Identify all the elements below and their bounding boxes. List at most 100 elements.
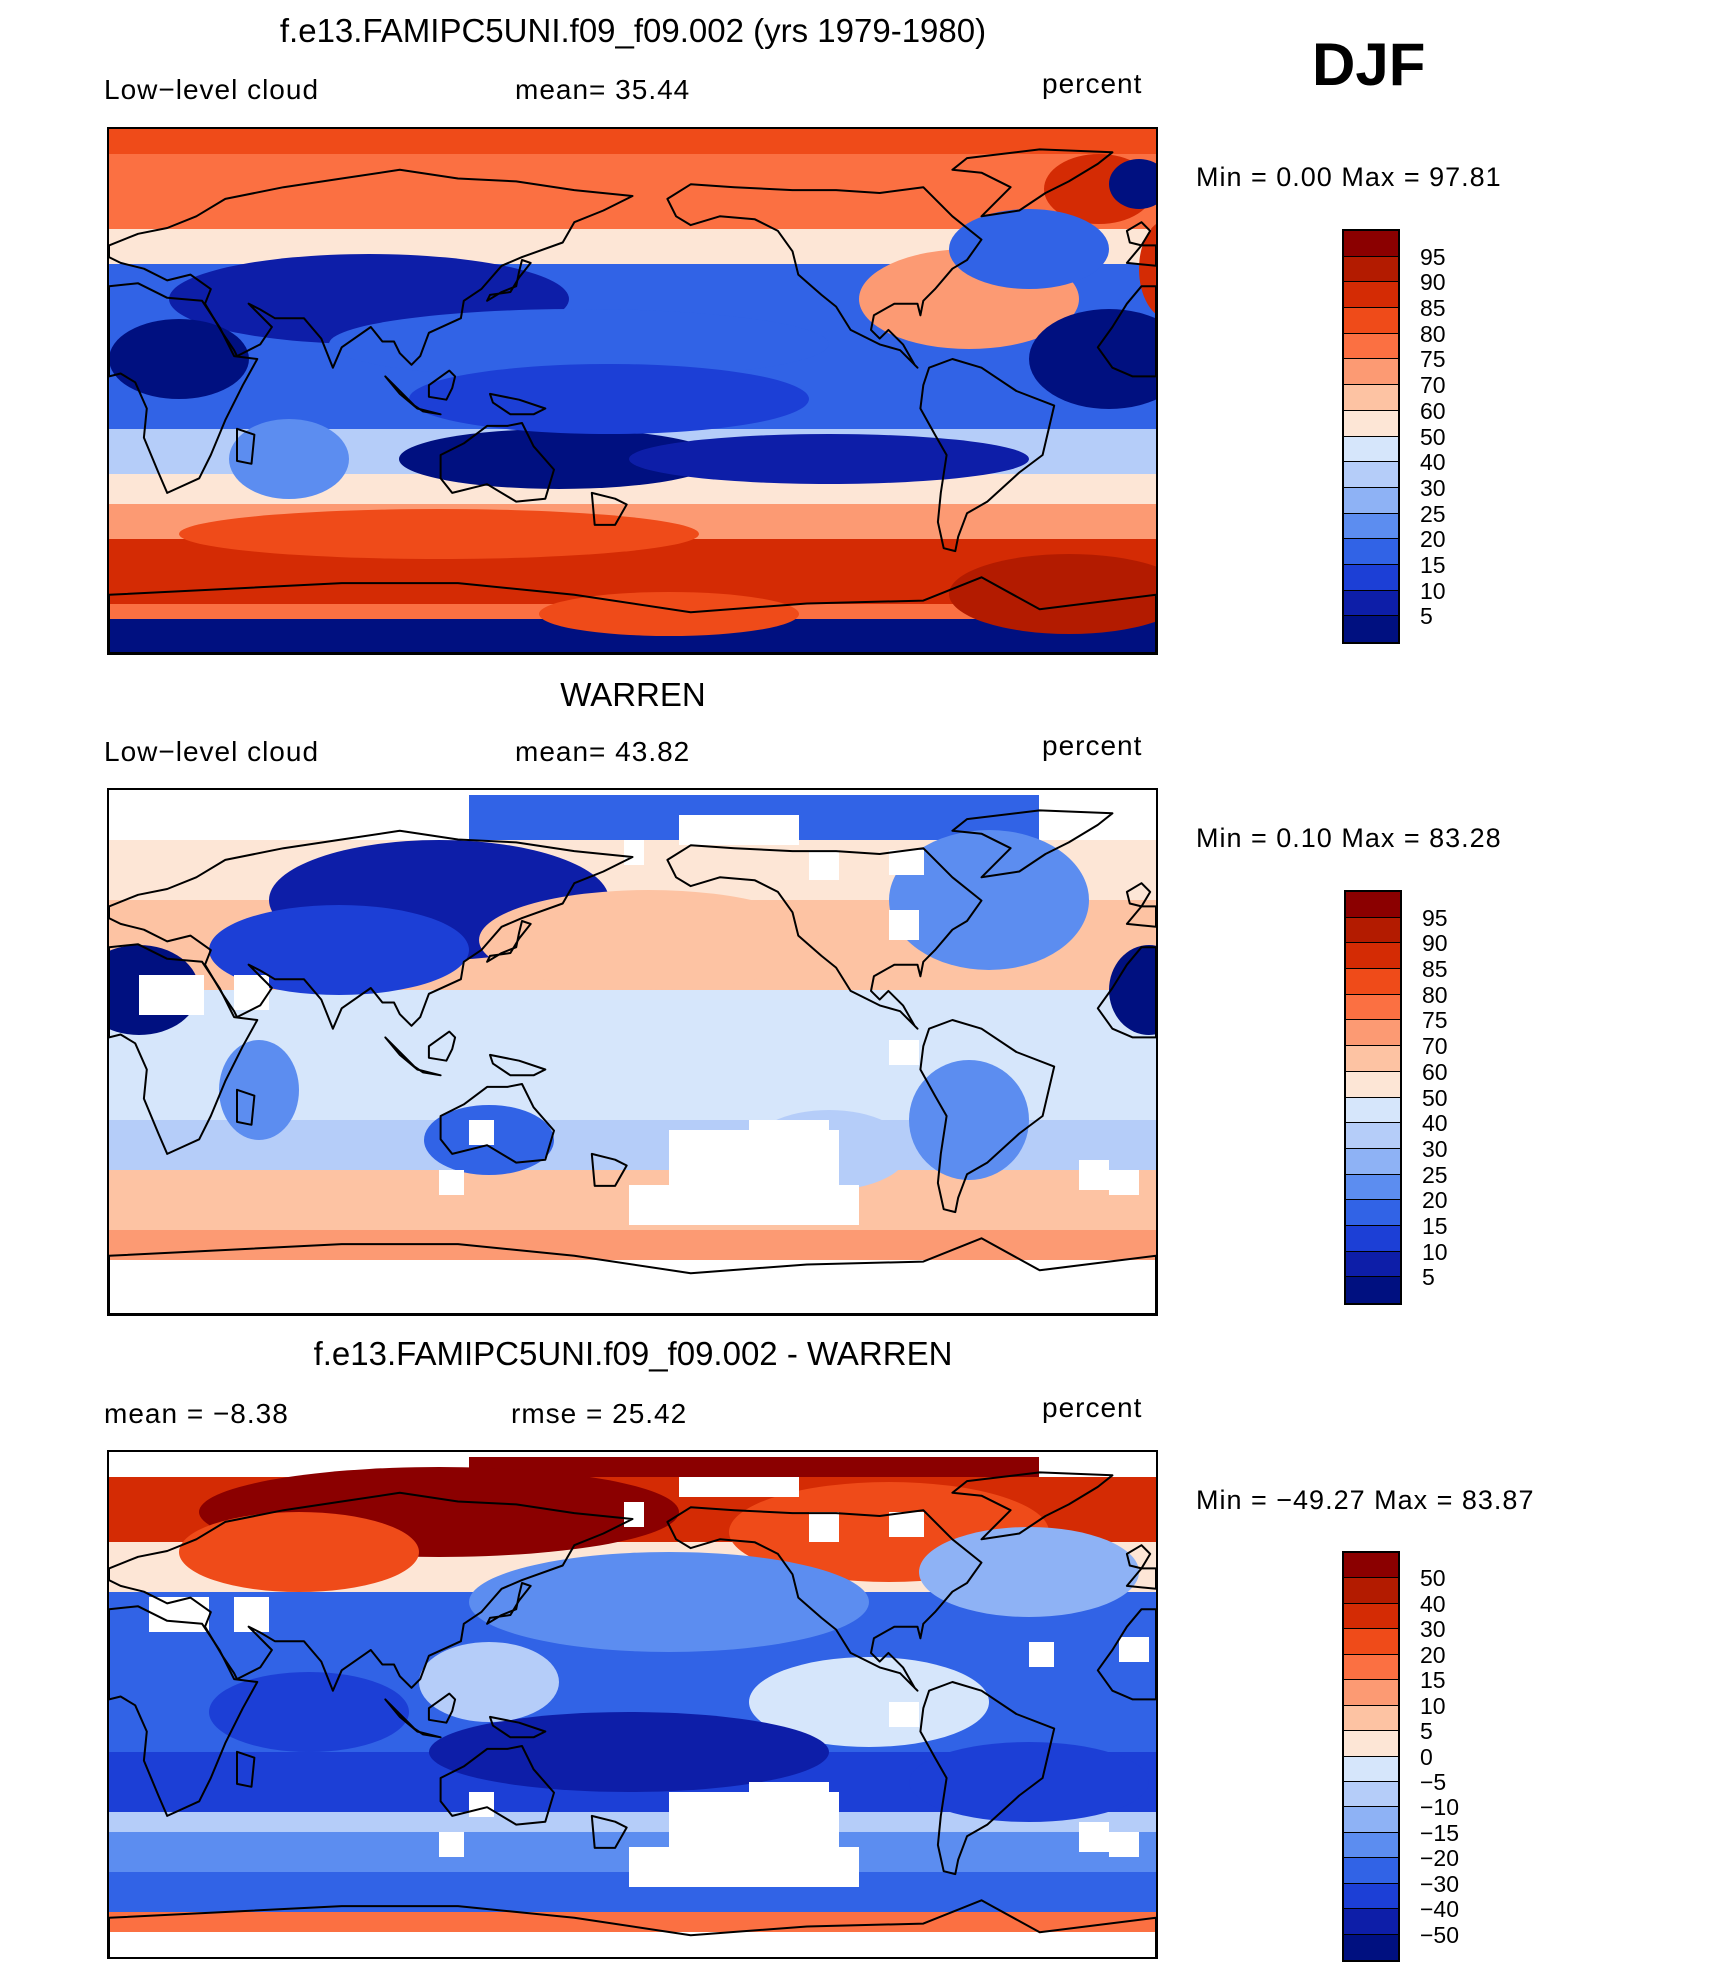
coastline xyxy=(109,943,259,1155)
colorbar-swatch xyxy=(1346,994,1400,1021)
field-region xyxy=(749,1657,989,1747)
panel-3-colorbar xyxy=(1342,1551,1400,1962)
colorbar-tick-label: 30 xyxy=(1420,474,1446,501)
colorbar-tick-label: 20 xyxy=(1420,1641,1446,1668)
colorbar-tick-label: 5 xyxy=(1420,603,1433,630)
coastline xyxy=(1096,1608,1156,1701)
field-band xyxy=(109,1230,1156,1260)
colorbar-tick-label: 15 xyxy=(1420,551,1446,578)
missing-data-region xyxy=(139,975,204,1015)
field-region xyxy=(919,1527,1139,1617)
field-region xyxy=(1029,309,1156,409)
coastline xyxy=(919,1681,1056,1876)
coastline xyxy=(109,1605,259,1817)
colorbar-tick-label: 15 xyxy=(1422,1212,1448,1239)
field-region xyxy=(469,1552,869,1652)
panel-1-colorbar xyxy=(1342,229,1400,644)
colorbar-tick-label: 95 xyxy=(1420,243,1446,270)
coastline xyxy=(666,844,983,1030)
missing-data-region xyxy=(1079,1822,1109,1852)
colorbar-swatch xyxy=(1344,539,1398,565)
colorbar-swatch xyxy=(1346,1174,1400,1201)
coastline xyxy=(109,282,259,494)
colorbar-tick-label: 30 xyxy=(1422,1135,1448,1162)
colorbar-tick-label: −20 xyxy=(1420,1845,1460,1872)
panel-3-units-label: percent xyxy=(1042,1392,1143,1423)
missing-data-region xyxy=(809,850,839,880)
colorbar-tick-label: 10 xyxy=(1420,577,1446,604)
field-band xyxy=(109,1812,1156,1832)
missing-data-region xyxy=(624,840,644,865)
colorbar-tick-label: 10 xyxy=(1420,1692,1446,1719)
colorbar-tick-label: −30 xyxy=(1420,1870,1460,1897)
coastline xyxy=(384,1036,442,1077)
field-region xyxy=(409,364,809,434)
coastline xyxy=(427,369,457,401)
coastline xyxy=(1125,1567,1156,1590)
colorbar-tick-label: −40 xyxy=(1420,1896,1460,1923)
colorbar-tick-label: 75 xyxy=(1422,1007,1448,1034)
colorbar-swatch xyxy=(1346,1020,1400,1047)
missing-data-region xyxy=(234,1597,269,1632)
coastline xyxy=(1125,1544,1152,1570)
colorbar-swatch xyxy=(1344,256,1398,283)
colorbar-swatch xyxy=(1344,1883,1398,1910)
colorbar-tick-label: −10 xyxy=(1420,1794,1460,1821)
colorbar-swatch xyxy=(1344,1781,1398,1808)
panel-2-title: WARREN xyxy=(560,676,706,713)
field-band xyxy=(109,1912,1156,1932)
colorbar-tick-label: 50 xyxy=(1420,1565,1446,1592)
missing-data-region xyxy=(749,1782,829,1812)
season-label: DJF xyxy=(1312,31,1426,98)
coastline xyxy=(666,1506,983,1692)
panel-1-units-label: percent xyxy=(1042,68,1143,99)
field-region xyxy=(399,429,719,489)
colorbar-swatch xyxy=(1344,231,1398,257)
coastline xyxy=(666,183,983,369)
panel-2-variable-label: Low−level cloud xyxy=(104,736,320,767)
coastline xyxy=(236,1088,256,1126)
colorbar-swatch xyxy=(1346,1277,1400,1303)
coastline xyxy=(109,576,1156,653)
colorbar-swatch xyxy=(1344,1807,1398,1833)
colorbar-swatch xyxy=(1346,1046,1400,1072)
colorbar-swatch xyxy=(1346,1123,1400,1149)
colorbar-swatch xyxy=(1346,1071,1400,1098)
colorbar-tick-label: 20 xyxy=(1420,526,1446,553)
colorbar-tick-label: 90 xyxy=(1422,930,1448,957)
missing-data-region xyxy=(679,1477,799,1497)
colorbar-tick-label: 25 xyxy=(1422,1161,1448,1188)
missing-data-region xyxy=(234,975,269,1010)
colorbar-swatch xyxy=(1346,1200,1400,1226)
map-field xyxy=(109,790,1156,1314)
missing-data-region xyxy=(1079,1160,1109,1190)
colorbar-swatch xyxy=(1346,969,1400,995)
missing-data-region xyxy=(809,1512,839,1542)
colorbar-tick-label: 80 xyxy=(1422,981,1448,1008)
coastline xyxy=(1125,221,1152,247)
field-region xyxy=(419,1642,559,1722)
colorbar-swatch xyxy=(1346,1225,1400,1252)
colorbar-swatch xyxy=(1344,487,1398,514)
colorbar-swatch xyxy=(1346,1097,1400,1124)
colorbar-tick-label: −5 xyxy=(1420,1768,1447,1795)
colorbar-swatch xyxy=(1344,410,1398,437)
field-region xyxy=(109,319,249,399)
missing-data-region xyxy=(749,1120,829,1150)
colorbar-swatch xyxy=(1346,892,1400,918)
colorbar-swatch xyxy=(1344,1553,1398,1579)
colorbar-swatch xyxy=(1344,1934,1398,1960)
colorbar-swatch xyxy=(1346,943,1400,970)
colorbar-tick-label: 0 xyxy=(1420,1743,1433,1770)
colorbar-tick-label: 25 xyxy=(1420,500,1446,527)
coastline xyxy=(384,1698,442,1739)
missing-data-region xyxy=(1109,1170,1139,1195)
coastline xyxy=(1096,946,1156,1039)
missing-data-region xyxy=(679,815,799,845)
colorbar-swatch xyxy=(1344,616,1398,642)
colorbar-tick-label: 40 xyxy=(1422,1110,1448,1137)
colorbar-tick-label: 90 xyxy=(1420,269,1446,296)
field-band xyxy=(109,1932,1156,1957)
colorbar-swatch xyxy=(1344,1858,1398,1884)
colorbar-swatch xyxy=(1346,1148,1400,1175)
